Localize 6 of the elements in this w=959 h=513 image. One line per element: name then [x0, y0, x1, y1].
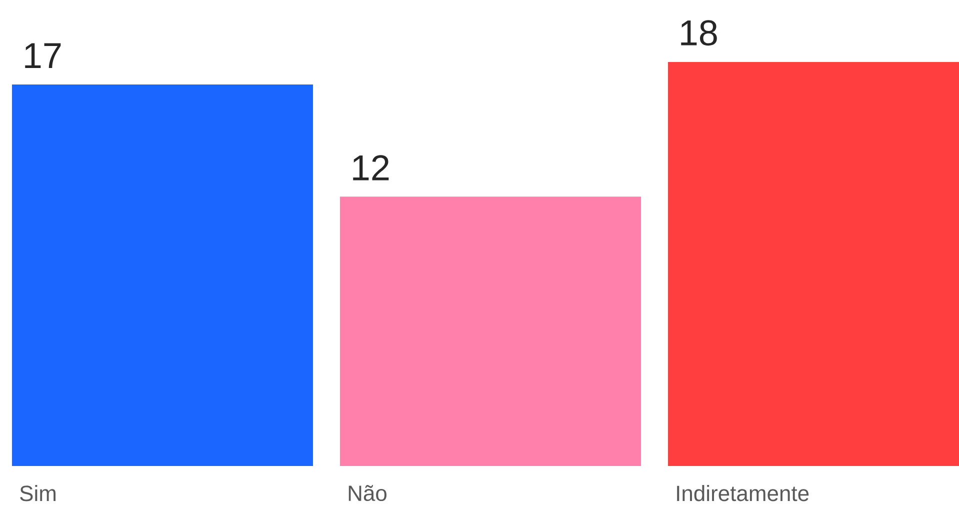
x-tick-label: Não	[348, 485, 386, 502]
data-label: 17	[25, 43, 61, 68]
x-tick-label: Indiretamente	[677, 485, 809, 502]
data-label: 12	[353, 155, 389, 180]
data-label: 18	[681, 20, 717, 46]
x-tick-label: Sim	[20, 485, 56, 502]
